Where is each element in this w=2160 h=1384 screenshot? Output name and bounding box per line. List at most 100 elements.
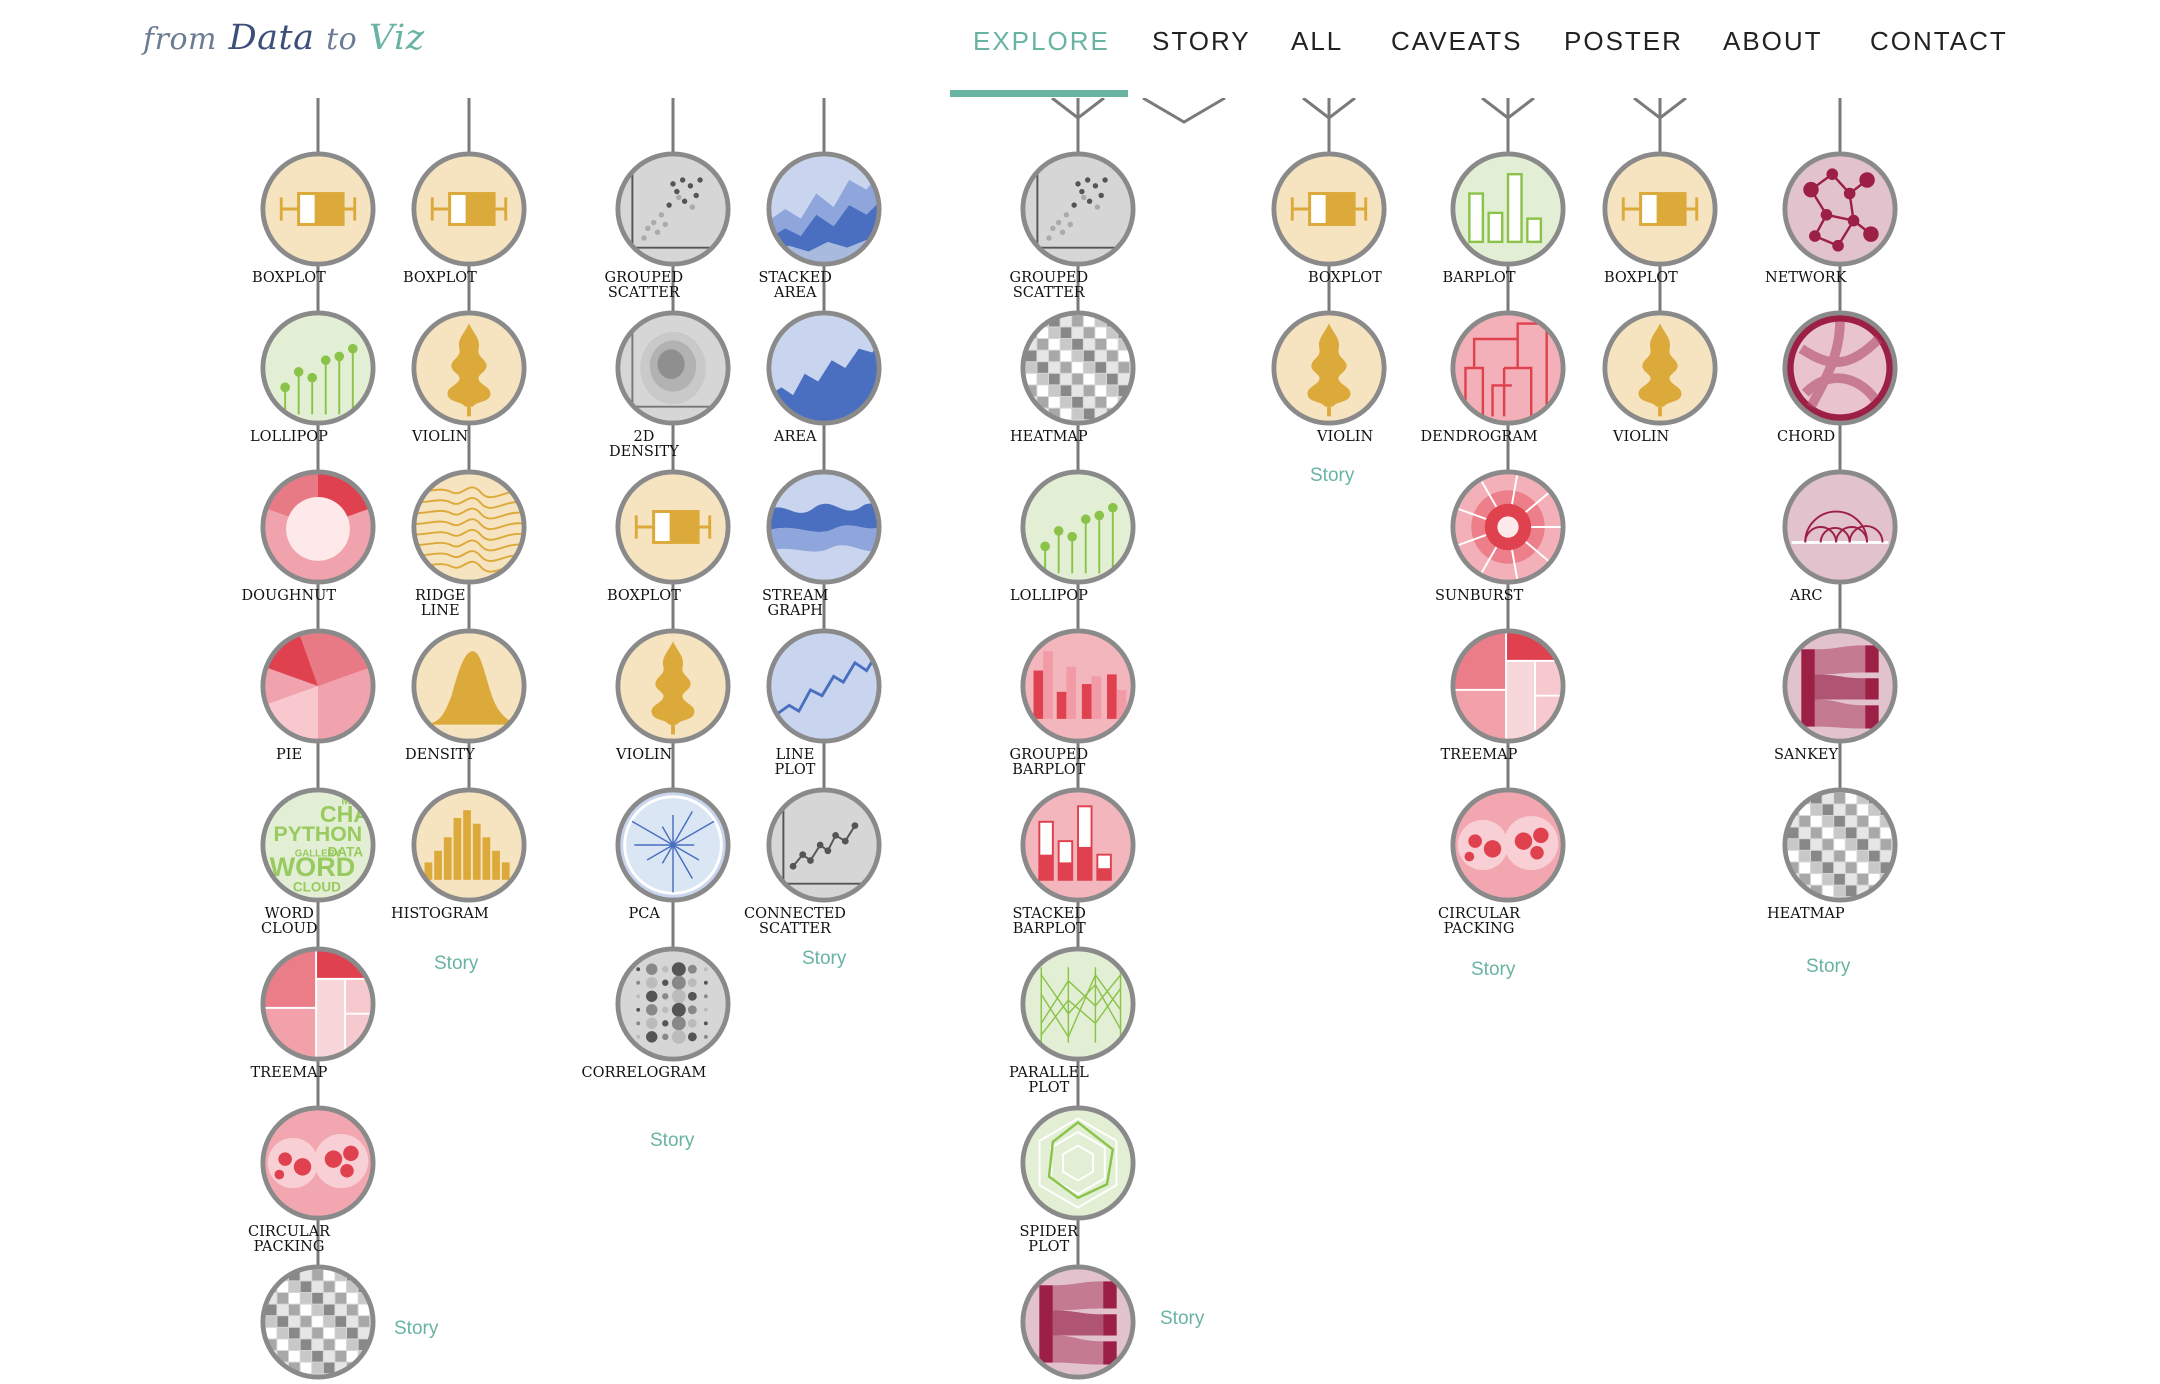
chart-node-chord[interactable] (1782, 310, 1902, 430)
chart-node-boxplot[interactable] (411, 151, 531, 271)
chart-node-label-line: PACKING (1443, 921, 1515, 937)
logo-word-data: Data (228, 18, 315, 58)
chart-node-circular-packing[interactable] (1450, 787, 1570, 907)
chart-node-area[interactable] (766, 310, 886, 430)
chart-node-heatmap[interactable] (1020, 310, 1140, 430)
pie-icon (260, 628, 376, 744)
chart-node-label-line: RIDGE (415, 588, 466, 604)
chart-node-sankey[interactable] (1782, 628, 1902, 748)
chart-node-label-line: SANKEY (1774, 747, 1839, 763)
chart-node-label-line: GROUPED (1009, 270, 1089, 286)
chart-node-violin[interactable] (1271, 310, 1391, 430)
chart-node-label-line: ARC (1790, 588, 1823, 604)
chart-node-label-line: BOXPLOT (252, 270, 326, 286)
chart-node-connected-scatter[interactable] (766, 787, 886, 907)
chart-node-label-line: STACKED (1012, 906, 1086, 922)
chart-node-pca[interactable] (615, 787, 735, 907)
chart-node-boxplot[interactable] (615, 469, 735, 589)
chart-node-heatmap[interactable] (1782, 787, 1902, 907)
chart-node-barplot[interactable] (1450, 151, 1570, 271)
story-link[interactable]: Story (1806, 956, 1851, 977)
story-link[interactable]: Story (394, 1318, 439, 1339)
chart-node-correlogram[interactable] (615, 946, 735, 1066)
dendrogram-icon (1450, 310, 1566, 426)
chart-node-circular-packing[interactable] (260, 1105, 380, 1225)
site-logo[interactable]: from Data to Viz (143, 18, 425, 58)
chart-node-label: WORD CLOUD (261, 907, 317, 937)
chart-node-label-line: TREEMAP (1440, 747, 1518, 763)
chart-node-pie[interactable] (260, 628, 380, 748)
chart-node-scatter[interactable] (615, 151, 735, 271)
story-link[interactable]: Story (650, 1130, 695, 1151)
heatmap-icon (260, 1264, 376, 1380)
chart-node-grouped-barplot[interactable] (1020, 628, 1140, 748)
chart-node-stacked-barplot[interactable] (1020, 787, 1140, 907)
chart-node-boxplot[interactable] (1271, 151, 1391, 271)
chart-node-ridgeline[interactable] (411, 469, 531, 589)
chart-node-violin[interactable] (1602, 310, 1722, 430)
chart-node-spider-plot[interactable] (1020, 1105, 1140, 1225)
chart-node-heatmap[interactable] (260, 1264, 380, 1384)
spider-plot-icon (1020, 1105, 1136, 1221)
chart-node-network[interactable] (1782, 151, 1902, 271)
chart-node-label-line: CIRCULAR (248, 1224, 331, 1240)
chart-node-label: VIOLIN (412, 430, 468, 445)
chart-node-density[interactable] (411, 628, 531, 748)
chart-node-label: SANKEY (1774, 748, 1838, 763)
chart-node-streamgraph[interactable] (766, 469, 886, 589)
stacked-area-icon (766, 151, 882, 267)
area-icon (766, 310, 882, 426)
chart-node-label: GROUPED SCATTER (605, 271, 684, 301)
chart-node-parallel-plot[interactable] (1020, 946, 1140, 1066)
nav-explore[interactable]: EXPLORE (973, 26, 1110, 56)
chart-node-label-line: DENSITY (609, 444, 679, 460)
story-link[interactable]: Story (1471, 959, 1516, 980)
pca-icon (615, 787, 731, 903)
chart-node-label-line: DOUGHNUT (241, 588, 337, 604)
chart-node-label: 2D DENSITY (609, 430, 679, 460)
story-link[interactable]: Story (1160, 1308, 1205, 1329)
chart-node-violin[interactable] (411, 310, 531, 430)
chart-node-label-line: DENDROGRAM (1420, 429, 1538, 445)
chart-node-label-line: GRAPH (767, 603, 823, 619)
chart-node-scatter[interactable] (1020, 151, 1140, 271)
nav-story[interactable]: STORY (1152, 26, 1251, 56)
chart-node-doughnut[interactable] (260, 469, 380, 589)
nav-contact[interactable]: CONTACT (1870, 26, 2008, 56)
story-link[interactable]: Story (434, 953, 479, 974)
chart-node-lollipop[interactable] (1020, 469, 1140, 589)
chart-node-label-line: CHORD (1777, 429, 1836, 445)
nav-about[interactable]: ABOUT (1723, 26, 1823, 56)
nav-caveats[interactable]: CAVEATS (1391, 26, 1523, 56)
chart-node-treemap[interactable] (1450, 628, 1570, 748)
chart-node-lollipop[interactable] (260, 310, 380, 430)
chart-node-sankey[interactable] (1020, 1264, 1140, 1384)
chart-node-boxplot[interactable] (1602, 151, 1722, 271)
chart-node-dendrogram[interactable] (1450, 310, 1570, 430)
chart-node-label-line: LINE (420, 603, 460, 619)
heatmap-icon (1020, 310, 1136, 426)
chart-node-density2d[interactable] (615, 310, 735, 430)
chart-node-label: DENDROGRAM (1421, 430, 1538, 445)
nav-poster[interactable]: POSTER (1564, 26, 1683, 56)
chart-node-wordcloud[interactable]: CHARPYTHONWORDDATAGALLERYCLOUDMAP (260, 787, 380, 907)
chart-node-stacked-area[interactable] (766, 151, 886, 271)
chart-node-label: VIOLIN (1613, 430, 1669, 445)
chart-node-treemap[interactable] (260, 946, 380, 1066)
treemap-icon (1450, 628, 1566, 744)
chart-node-label: LINE PLOT (775, 748, 816, 778)
story-link[interactable]: Story (1310, 465, 1355, 486)
chart-node-sunburst[interactable] (1450, 469, 1570, 589)
chart-node-violin[interactable] (615, 628, 735, 748)
chart-node-label-line: VIOLIN (1317, 429, 1374, 445)
chart-node-label: DOUGHNUT (242, 589, 337, 604)
chart-node-label-line: PLOT (1028, 1239, 1070, 1255)
story-link[interactable]: Story (802, 948, 847, 969)
chart-node-histogram[interactable] (411, 787, 531, 907)
chart-node-label-line: VIOLIN (1613, 429, 1670, 445)
sankey-icon (1782, 628, 1898, 744)
nav-all[interactable]: ALL (1291, 26, 1344, 56)
chart-node-arc[interactable] (1782, 469, 1902, 589)
chart-node-boxplot[interactable] (260, 151, 380, 271)
chart-node-lineplot[interactable] (766, 628, 886, 748)
